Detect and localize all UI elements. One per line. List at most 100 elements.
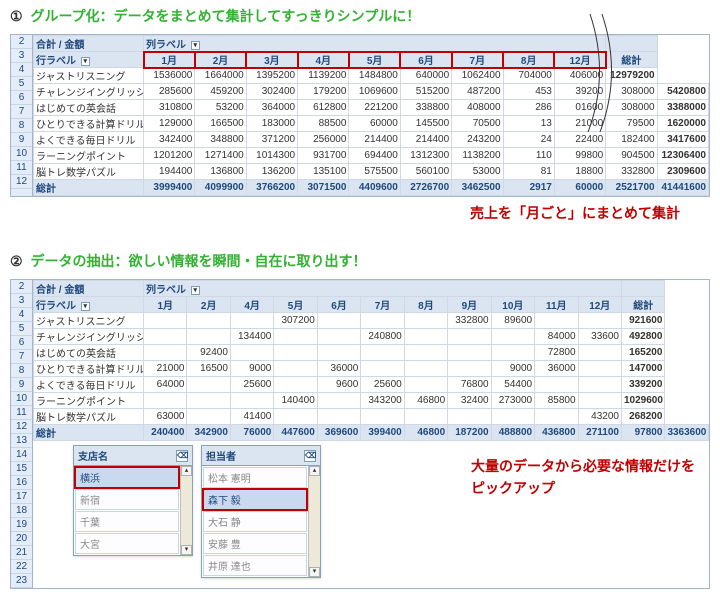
cell[interactable]	[144, 393, 187, 409]
cell[interactable]: 99800	[554, 148, 605, 164]
cell[interactable]: 310800	[144, 100, 195, 116]
dropdown-icon[interactable]: ▾	[81, 302, 90, 311]
cell[interactable]: 308000	[606, 100, 657, 116]
cell[interactable]: 33600	[578, 329, 621, 345]
cell[interactable]: 76800	[448, 377, 491, 393]
cell[interactable]: 179200	[298, 84, 349, 100]
slicer-branch-item[interactable]: 新宿	[75, 489, 179, 510]
cell[interactable]: 13	[503, 116, 554, 132]
cell[interactable]	[578, 361, 621, 377]
cell[interactable]	[361, 313, 404, 329]
row-num[interactable]: 13	[11, 434, 32, 448]
row-num[interactable]: 4	[11, 308, 32, 322]
cell[interactable]: 145500	[400, 116, 451, 132]
cell[interactable]: 32400	[448, 393, 491, 409]
scrollbar[interactable]: ▴ ▾	[180, 466, 192, 555]
row-label[interactable]: ひとりできる計算ドリル	[34, 116, 144, 132]
row-num[interactable]: 18	[11, 504, 32, 518]
cell[interactable]: 348800	[195, 132, 246, 148]
cell[interactable]: 1664000	[195, 68, 246, 84]
row-num[interactable]: 10	[11, 147, 32, 161]
cell[interactable]: 515200	[400, 84, 451, 100]
row-num[interactable]: 2	[11, 35, 32, 49]
col-month[interactable]: 8月	[404, 297, 447, 313]
cell[interactable]: 453	[503, 84, 554, 100]
cell[interactable]	[144, 313, 187, 329]
cell[interactable]: 1312300	[400, 148, 451, 164]
clear-filter-icon[interactable]: ⌫	[304, 450, 316, 462]
cell[interactable]: 364000	[246, 100, 297, 116]
cell[interactable]: 342400	[144, 132, 195, 148]
cell[interactable]	[317, 329, 360, 345]
row-num[interactable]: 5	[11, 77, 32, 91]
row-num[interactable]: 12	[11, 420, 32, 434]
row-num[interactable]: 2	[11, 280, 32, 294]
cell[interactable]: 194400	[144, 164, 195, 180]
row-num[interactable]: 3	[11, 294, 32, 308]
cell[interactable]: 560100	[400, 164, 451, 180]
cell[interactable]	[535, 313, 578, 329]
cell[interactable]: 1271400	[195, 148, 246, 164]
cell[interactable]	[144, 329, 187, 345]
cell[interactable]	[404, 409, 447, 425]
cell[interactable]: 79500	[606, 116, 657, 132]
cell[interactable]: 694400	[349, 148, 400, 164]
cell[interactable]	[230, 393, 273, 409]
cell[interactable]: 408000	[452, 100, 503, 116]
scrollbar[interactable]: ▴ ▾	[308, 466, 320, 577]
row-num[interactable]: 5	[11, 322, 32, 336]
slicer-staff-item[interactable]: 安藤 豊	[203, 533, 307, 554]
cell[interactable]	[578, 393, 621, 409]
cell[interactable]: 338800	[400, 100, 451, 116]
cell[interactable]: 136800	[195, 164, 246, 180]
cell[interactable]: 332800	[448, 313, 491, 329]
dropdown-icon[interactable]: ▾	[81, 57, 90, 66]
cell[interactable]: 110	[503, 148, 554, 164]
cell[interactable]: 129000	[144, 116, 195, 132]
cell[interactable]	[491, 409, 534, 425]
cell[interactable]: 25600	[230, 377, 273, 393]
cell[interactable]: 1484800	[349, 68, 400, 84]
row-label[interactable]: チャレンジイングリッシュ	[34, 329, 144, 345]
cell[interactable]	[404, 361, 447, 377]
cell[interactable]: 214400	[400, 132, 451, 148]
cell[interactable]: 135100	[298, 164, 349, 180]
cell[interactable]: 53000	[452, 164, 503, 180]
row-label[interactable]: ひとりできる計算ドリル	[34, 361, 144, 377]
cell[interactable]	[535, 377, 578, 393]
cell[interactable]: 41400	[230, 409, 273, 425]
cell[interactable]: 332800	[606, 164, 657, 180]
cell[interactable]	[448, 409, 491, 425]
cell[interactable]	[187, 329, 230, 345]
cell[interactable]: 904500	[606, 148, 657, 164]
cell[interactable]: 136200	[246, 164, 297, 180]
scroll-down-icon[interactable]: ▾	[309, 567, 320, 577]
col-month[interactable]: 7月	[452, 52, 503, 68]
col-month[interactable]: 5月	[274, 297, 317, 313]
cell[interactable]: 1069600	[349, 84, 400, 100]
scroll-track[interactable]	[309, 476, 320, 567]
cell[interactable]	[274, 345, 317, 361]
col-month[interactable]: 4月	[230, 297, 273, 313]
cell[interactable]: 1014300	[246, 148, 297, 164]
col-month[interactable]: 7月	[361, 297, 404, 313]
cell[interactable]: 1062400	[452, 68, 503, 84]
cell[interactable]	[274, 409, 317, 425]
cell[interactable]: 64000	[144, 377, 187, 393]
slicer-branch[interactable]: 支店名 ⌫ 横浜新宿千葉大宮 ▴ ▾	[73, 445, 193, 556]
cell[interactable]: 612800	[298, 100, 349, 116]
row-num[interactable]: 22	[11, 560, 32, 574]
cell[interactable]	[361, 345, 404, 361]
cell[interactable]: 92400	[187, 345, 230, 361]
cell[interactable]	[578, 345, 621, 361]
cell[interactable]	[535, 409, 578, 425]
row-label[interactable]: 脳トレ数学パズル	[34, 164, 144, 180]
cell[interactable]: 214400	[349, 132, 400, 148]
cell[interactable]: 54400	[491, 377, 534, 393]
cell[interactable]: 63000	[144, 409, 187, 425]
cell[interactable]: 53200	[195, 100, 246, 116]
cell[interactable]: 704000	[503, 68, 554, 84]
row-num[interactable]: 21	[11, 546, 32, 560]
col-month[interactable]: 8月	[503, 52, 554, 68]
cell[interactable]: 308000	[606, 84, 657, 100]
